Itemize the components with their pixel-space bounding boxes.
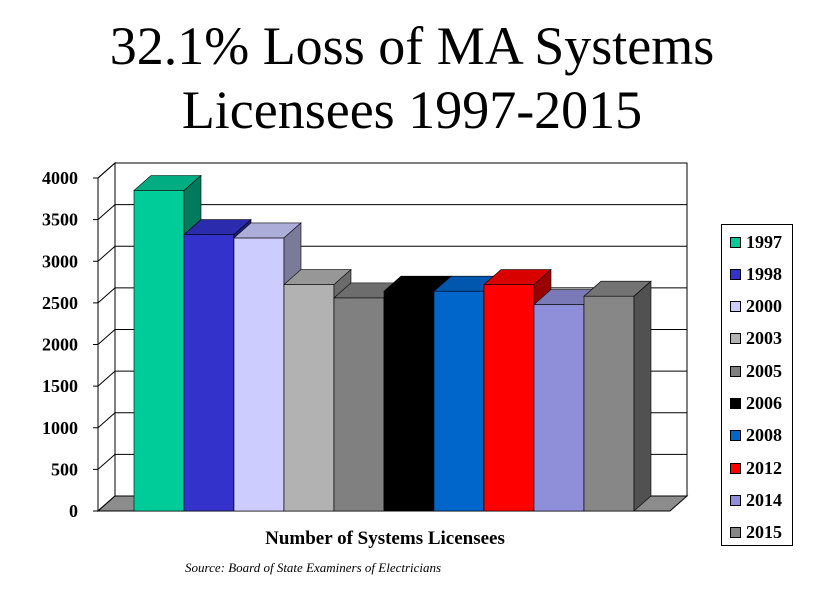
y-tick-label: 2500 — [42, 293, 78, 313]
bar-front — [283, 284, 335, 512]
legend-swatch — [730, 494, 741, 506]
legend-label: 2005 — [746, 360, 782, 381]
x-axis-label: Number of Systems Licensees — [265, 528, 505, 549]
bar-side — [633, 280, 652, 512]
gridline-side — [97, 454, 116, 470]
gridline-side — [97, 162, 116, 179]
legend-item-2006: 2006 — [730, 393, 782, 414]
legend-label: 2006 — [746, 393, 782, 413]
legend-label: 1997 — [746, 231, 782, 252]
bar-front — [233, 237, 285, 512]
legend-swatch — [730, 398, 741, 409]
gridline-side — [97, 412, 116, 429]
chart-title-line2: Licensees 1997-2015 — [181, 80, 643, 140]
legend-label: 2000 — [746, 296, 782, 317]
legend-item-2005: 2005 — [730, 361, 782, 381]
legend-item-2012: 2012 — [730, 458, 782, 478]
bar-2015 — [583, 280, 652, 512]
legend-item-2015: 2015 — [730, 522, 782, 543]
gridline-side — [97, 245, 116, 262]
legend-item-1998: 1998 — [730, 264, 782, 284]
bar-front — [583, 295, 635, 512]
gridline-side — [97, 329, 116, 345]
legend-swatch — [730, 236, 741, 248]
legend-swatch — [730, 333, 741, 345]
legend-item-2000: 2000 — [730, 296, 782, 317]
bar-front — [533, 304, 585, 512]
legend-item-2003: 2003 — [730, 328, 782, 349]
y-tick-label: 1500 — [42, 376, 78, 396]
y-tick-label: 500 — [51, 459, 78, 479]
chart-title: 32.1% Loss of MA Systems Licensees 1997-… — [0, 14, 824, 142]
legend-label: 1998 — [746, 263, 782, 284]
legend-item-2008: 2008 — [730, 425, 782, 446]
legend-label: 2015 — [746, 522, 782, 543]
bar-front — [333, 297, 385, 512]
legend-item-2014: 2014 — [730, 490, 782, 510]
bar-front — [133, 190, 185, 512]
bar-front — [383, 290, 435, 512]
chart-title-line1: 32.1% Loss of MA Systems — [109, 16, 715, 76]
chart-legend: 1997 1998 2000 2003 2005 2006 2008 2012 2014 2015 — [721, 224, 793, 546]
legend-swatch — [730, 430, 741, 442]
legend-swatch — [730, 301, 741, 313]
y-tick-label: 3000 — [42, 251, 78, 271]
gridline-side — [97, 204, 116, 220]
legend-swatch — [730, 365, 741, 377]
bar-front — [433, 290, 485, 512]
bar-front — [483, 284, 535, 512]
gridline-side — [97, 370, 116, 387]
y-tick-label: 4000 — [42, 168, 78, 188]
bars — [133, 174, 652, 512]
legend-label: 2012 — [746, 457, 782, 478]
y-tick-label: 3500 — [42, 210, 78, 230]
y-tick-label: 2000 — [42, 335, 78, 355]
legend-item-1997: 1997 — [730, 232, 782, 252]
legend-swatch — [730, 527, 741, 539]
y-tick-label: 1000 — [42, 418, 78, 438]
bar-front — [183, 234, 235, 512]
legend-swatch — [730, 462, 741, 474]
legend-label: 2003 — [746, 328, 782, 349]
gridline-side — [97, 287, 116, 304]
legend-label: 2008 — [746, 425, 782, 446]
source-note: Source: Board of State Examiners of Elec… — [185, 560, 442, 575]
y-tick-label: 0 — [69, 501, 78, 521]
legend-label: 2014 — [746, 489, 782, 510]
legend-swatch — [730, 268, 741, 280]
